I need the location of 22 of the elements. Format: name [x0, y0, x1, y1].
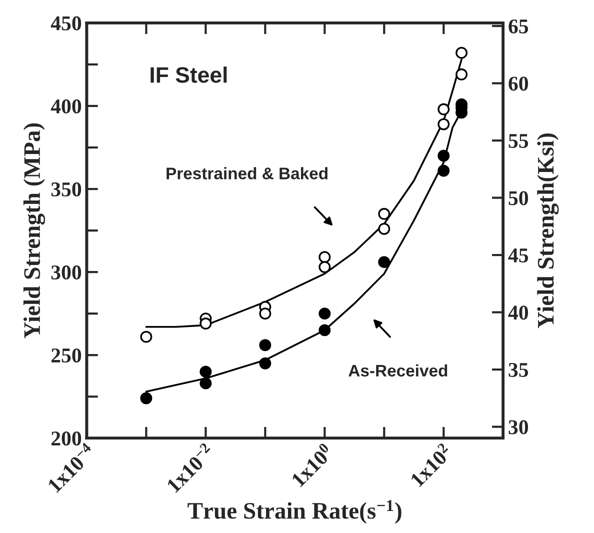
y2-tick-label: 45 — [508, 248, 528, 262]
y-axis-title: Yield Strength (MPa) — [23, 123, 46, 338]
y-tick-label: 250 — [51, 348, 82, 363]
y2-tick-label: 60 — [508, 76, 528, 91]
y2-tick-label: 30 — [508, 420, 528, 434]
y-tick-label: 400 — [50, 99, 82, 114]
y2-tick-label: 50 — [508, 191, 528, 206]
y2-tick-label: 35 — [508, 362, 528, 377]
annotation: As-Received — [348, 364, 448, 377]
y-tick-label: 450 — [50, 16, 82, 30]
annotation: Prestrained & Baked — [166, 167, 328, 180]
y2-axis-title: Yield Strength(Ksi) — [537, 134, 559, 328]
y2-tick-label: 55 — [508, 134, 528, 148]
x-tick-label: 1x10$^{2}$ — [408, 442, 454, 488]
y2-tick-label: 40 — [508, 306, 528, 320]
y-tick-label: 350 — [51, 182, 82, 196]
x-axis-title: True Strain Rate(s$^{−1}$) — [188, 500, 402, 524]
y2-tick-label: 65 — [508, 19, 528, 34]
x-tick-label: 1x10$^{0}$ — [289, 442, 334, 488]
annotation: IF Steel — [150, 66, 227, 83]
x-tick-label: 1x10$^{−2}$ — [164, 442, 216, 494]
y-tick-label: 300 — [51, 265, 82, 280]
